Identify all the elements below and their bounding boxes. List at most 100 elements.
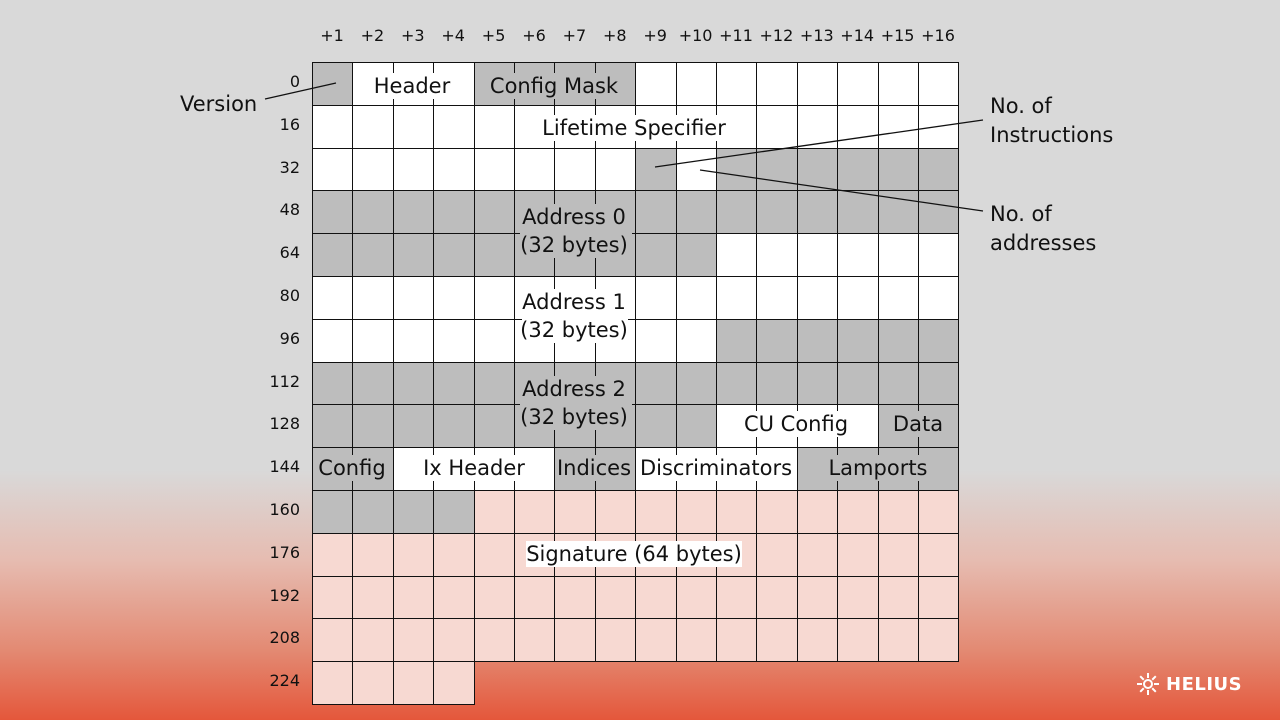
field-address-0-name: Address 0 xyxy=(522,205,626,229)
byte-cell xyxy=(756,618,798,663)
column-label: +15 xyxy=(880,26,915,45)
byte-cell xyxy=(594,490,637,534)
byte-cell xyxy=(392,532,435,577)
byte-cell xyxy=(918,233,960,277)
byte-cell xyxy=(473,233,515,277)
helius-logo: HELIUS xyxy=(1136,672,1242,696)
column-label: +9 xyxy=(643,26,667,45)
byte-cell xyxy=(918,618,960,663)
byte-cell xyxy=(392,661,435,705)
column-label: +16 xyxy=(921,26,955,45)
row-label: 64 xyxy=(279,243,300,263)
byte-cell xyxy=(433,104,475,149)
field-lamports: Lamports xyxy=(828,456,928,480)
byte-cell xyxy=(514,575,556,620)
field-address-1-size: (32 bytes) xyxy=(520,318,628,342)
annotation-addresses-line-2: addresses xyxy=(990,231,1097,255)
byte-cell xyxy=(716,490,758,534)
byte-cell xyxy=(918,532,960,577)
column-label: +8 xyxy=(603,26,627,45)
row-label: 176 xyxy=(269,542,300,562)
row-label: 128 xyxy=(269,414,300,434)
byte-cell xyxy=(352,104,394,149)
byte-cell xyxy=(635,190,677,235)
row-label: 32 xyxy=(279,157,300,177)
byte-cell xyxy=(635,575,677,620)
byte-cell xyxy=(675,62,717,106)
field-address-2: Address 2 (32 bytes) xyxy=(494,375,654,431)
row-label: 208 xyxy=(269,628,300,648)
config-label-bg xyxy=(316,455,390,481)
version-pointer-line xyxy=(264,82,337,100)
column-label: +14 xyxy=(840,26,875,45)
byte-cell xyxy=(716,361,758,406)
row-label: 224 xyxy=(269,671,300,691)
column-label: +12 xyxy=(759,26,794,45)
row-label: 16 xyxy=(279,114,300,134)
byte-cell xyxy=(756,190,798,235)
instructions-pointer-line xyxy=(654,119,984,168)
byte-cell xyxy=(433,661,475,705)
byte-cell xyxy=(352,190,394,235)
field-address-2-size: (32 bytes) xyxy=(520,405,628,429)
annotation-addresses-line-1: No. of xyxy=(990,202,1052,226)
field-lifetime-specifier: Lifetime Specifier xyxy=(542,116,726,140)
column-label: +11 xyxy=(719,26,753,45)
lifetime-label-bg xyxy=(538,115,730,141)
byte-cell xyxy=(473,575,515,620)
column-label: +7 xyxy=(562,26,587,45)
byte-cell xyxy=(918,575,960,620)
field-header: Header xyxy=(373,74,451,98)
row-label: 112 xyxy=(269,371,300,391)
annotation-no-of-addresses: No. of addresses xyxy=(990,200,1096,258)
addresses-pointer-line xyxy=(699,169,984,212)
byte-cell xyxy=(392,147,435,192)
signature-label-bg xyxy=(526,541,742,567)
field-config: Config xyxy=(318,456,386,480)
column-label: +2 xyxy=(360,26,385,45)
field-address-0: Address 0 (32 bytes) xyxy=(494,203,654,259)
discriminators-label-bg xyxy=(638,455,794,481)
address0-label-bg xyxy=(520,204,632,258)
byte-cell xyxy=(837,618,879,663)
byte-cell xyxy=(756,147,798,192)
byte-cell xyxy=(594,618,637,663)
byte-cell xyxy=(796,147,839,192)
field-signature: Signature (64 bytes) xyxy=(526,542,742,566)
field-config-mask: Config Mask xyxy=(489,74,619,98)
helius-logo-text: HELIUS xyxy=(1166,673,1243,695)
byte-cell xyxy=(392,490,435,534)
field-address-1-name: Address 1 xyxy=(522,290,626,314)
byte-cell xyxy=(473,190,515,235)
address1-label-bg xyxy=(522,289,628,343)
byte-cell xyxy=(837,575,879,620)
byte-cell xyxy=(796,62,839,106)
byte-cell xyxy=(433,190,475,235)
lamports-label-bg xyxy=(826,455,936,481)
byte-cell xyxy=(312,618,354,663)
byte-cell xyxy=(837,104,879,149)
config-mask-label-bg xyxy=(488,73,622,99)
field-ix-header: Ix Header xyxy=(423,456,525,480)
byte-cell xyxy=(837,318,879,363)
row-label: 96 xyxy=(279,328,300,348)
byte-cell xyxy=(675,618,717,663)
header-label-bg xyxy=(354,73,470,99)
indices-label-bg xyxy=(556,455,630,481)
annotation-version: Version xyxy=(180,92,258,116)
row-label: 144 xyxy=(269,457,300,477)
byte-cell xyxy=(796,490,839,534)
byte-cell xyxy=(756,490,798,534)
byte-cell xyxy=(312,233,354,277)
address2-label-bg xyxy=(520,376,632,430)
byte-cell xyxy=(877,575,919,620)
byte-cell xyxy=(837,361,879,406)
byte-cell xyxy=(433,404,475,449)
row-label: 160 xyxy=(269,500,300,519)
column-label: +3 xyxy=(401,26,425,45)
field-address-2-name: Address 2 xyxy=(522,377,626,401)
field-cu-config: CU Config xyxy=(743,412,849,436)
byte-cell xyxy=(675,361,717,406)
